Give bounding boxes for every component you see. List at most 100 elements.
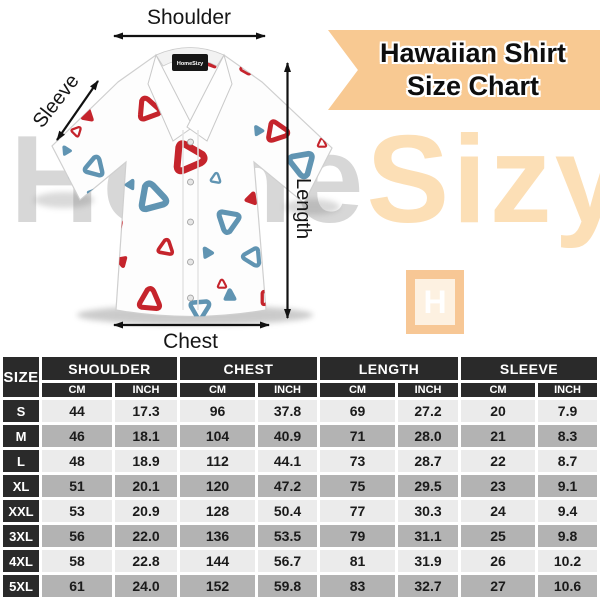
value-cell: 77 [320,500,396,522]
size-column-header: SIZE [3,357,39,397]
watermark-accent: Sizy [366,111,600,249]
value-cell: 73 [320,450,396,472]
value-cell: 56.7 [258,550,318,572]
unit-header-cm: CM [180,383,255,397]
value-cell: 40.9 [258,425,318,447]
value-cell: 56 [42,525,112,547]
table-row: XXL 53 20.9 128 50.4 77 30.3 24 9.4 [3,500,598,522]
value-cell: 24.0 [115,575,177,597]
value-cell: 44.1 [258,450,318,472]
value-cell: 37.8 [258,400,318,422]
title-banner: Hawaiian Shirt Size Chart [328,30,600,110]
shirt-body [51,54,333,318]
value-cell: 69 [320,400,396,422]
value-cell: 136 [180,525,255,547]
value-cell: 28.0 [398,425,459,447]
table-row: 4XL 58 22.8 144 56.7 81 31.9 26 10.2 [3,550,598,572]
value-cell: 128 [180,500,255,522]
size-cell: 4XL [3,550,39,572]
value-cell: 47.2 [258,475,318,497]
value-cell: 120 [180,475,255,497]
shirt-placket [182,130,199,310]
unit-header-inch: INCH [115,383,177,397]
value-cell: 51 [42,475,112,497]
value-cell: 10.6 [538,575,598,597]
value-cell: 46 [42,425,112,447]
value-cell: 27 [461,575,536,597]
value-cell: 28.7 [398,450,459,472]
shoulder-column-header: SHOULDER [42,357,177,380]
value-cell: 21 [461,425,536,447]
chest-label: Chest [163,330,218,353]
size-cell: 3XL [3,525,39,547]
shirt-collar: HomeSizy [147,47,233,142]
table-row: L 48 18.9 112 44.1 73 28.7 22 8.7 [3,450,598,472]
size-cell: 5XL [3,575,39,597]
measurement-arrows [56,32,291,329]
size-cell: XXL [3,500,39,522]
value-cell: 59.8 [258,575,318,597]
size-cell: S [3,400,39,422]
value-cell: 71 [320,425,396,447]
value-cell: 31.1 [398,525,459,547]
value-cell: 104 [180,425,255,447]
shirt-diagram-section: HomeSizy H .ro{stroke:#c5242c;fill:none;… [10,6,600,353]
unit-header-cm: CM [42,383,112,397]
value-cell: 24 [461,500,536,522]
shirt-buttons [187,138,194,302]
value-cell: 18.1 [115,425,177,447]
length-label: Length [292,178,314,240]
value-cell: 32.7 [398,575,459,597]
unit-header-inch: INCH [538,383,598,397]
value-cell: 8.7 [538,450,598,472]
table-row: XL 51 20.1 120 47.2 75 29.5 23 9.1 [3,475,598,497]
length-column-header: LENGTH [320,357,459,380]
value-cell: 10.2 [538,550,598,572]
value-cell: 44 [42,400,112,422]
size-cell: XL [3,475,39,497]
shirt-illustration: .ro{stroke:#c5242c;fill:none;stroke-widt… [34,32,340,329]
value-cell: 96 [180,400,255,422]
value-cell: 81 [320,550,396,572]
collar-tag-text: HomeSizy [177,61,204,67]
table-row: M 46 18.1 104 40.9 71 28.0 21 8.3 [3,425,598,447]
value-cell: 152 [180,575,255,597]
table-row: S 44 17.3 96 37.8 69 27.2 20 7.9 [3,400,598,422]
value-cell: 9.1 [538,475,598,497]
size-cell: M [3,425,39,447]
value-cell: 7.9 [538,400,598,422]
value-cell: 23 [461,475,536,497]
value-cell: 9.8 [538,525,598,547]
page-title-line1: Hawaiian Shirt [379,38,567,68]
sleeve-column-header: SLEEVE [461,357,598,380]
value-cell: 20.1 [115,475,177,497]
size-table: SIZE SHOULDER CHEST LENGTH SLEEVE CM INC… [0,354,600,600]
value-cell: 83 [320,575,396,597]
value-cell: 20.9 [115,500,177,522]
value-cell: 79 [320,525,396,547]
size-table-body: S 44 17.3 96 37.8 69 27.2 20 7.9 M 46 18.1 104 40.9 71… [3,400,598,597]
value-cell: 58 [42,550,112,572]
value-cell: 75 [320,475,396,497]
value-cell: 30.3 [398,500,459,522]
value-cell: 53.5 [258,525,318,547]
value-cell: 8.3 [538,425,598,447]
value-cell: 17.3 [115,400,177,422]
collar-tag [172,54,208,71]
value-cell: 31.9 [398,550,459,572]
page-title-line2: Size Chart [406,71,540,101]
unit-header-inch: INCH [398,383,459,397]
brand-logo-letter: H [423,283,447,320]
chest-column-header: CHEST [180,357,318,380]
value-cell: 50.4 [258,500,318,522]
unit-header-cm: CM [320,383,396,397]
shoulder-label: Shoulder [146,6,232,29]
size-cell: L [3,450,39,472]
unit-header-cm: CM [461,383,536,397]
value-cell: 48 [42,450,112,472]
value-cell: 53 [42,500,112,522]
brand-logo: H [406,270,464,334]
value-cell: 112 [180,450,255,472]
value-cell: 27.2 [398,400,459,422]
